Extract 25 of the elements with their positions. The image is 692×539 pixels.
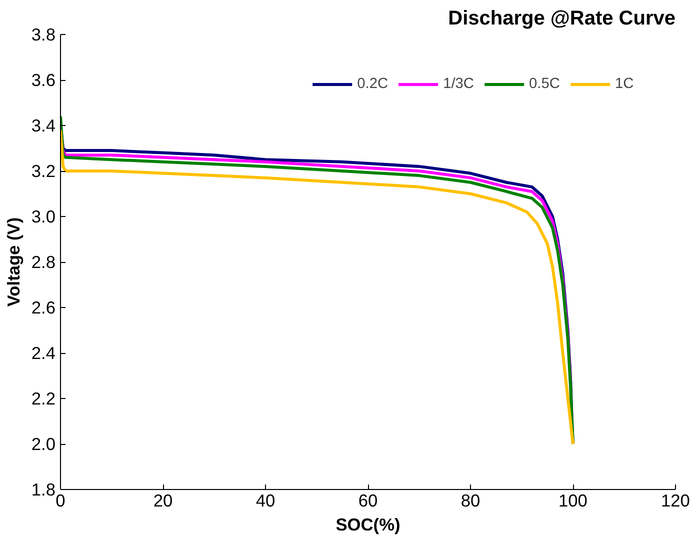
y-tick-label: 3.8 (31, 24, 56, 44)
legend-label: 1C (615, 76, 635, 92)
legend-label: 1/3C (443, 76, 474, 92)
x-tick-label: 20 (153, 490, 173, 510)
x-axis-title: SOC(%) (336, 514, 400, 534)
y-tick-label: 3.6 (31, 70, 56, 90)
y-tick-label: 2.6 (31, 298, 56, 318)
x-tick-label: 80 (460, 490, 480, 510)
y-tick-label: 2.8 (31, 252, 56, 272)
y-tick-label: 2.2 (31, 388, 56, 408)
y-axis-title: Voltage (V) (3, 217, 24, 307)
x-tick-label: 0 (56, 490, 66, 510)
y-tick-label: 2.0 (31, 434, 56, 454)
y-tick-label: 3.2 (31, 161, 56, 181)
x-tick-label: 60 (358, 490, 378, 510)
x-tick-label: 40 (256, 490, 276, 510)
y-tick-label: 3.0 (31, 206, 56, 226)
y-tick-label: 1.8 (31, 480, 56, 500)
y-tick-label: 3.4 (31, 116, 56, 136)
x-tick-label: 100 (558, 490, 588, 510)
chart-title: Discharge @Rate Curve (448, 8, 676, 30)
x-tick-label: 120 (661, 490, 690, 510)
legend-label: 0.2C (357, 76, 388, 92)
legend-label: 0.5C (529, 76, 560, 92)
y-tick-label: 2.4 (31, 343, 56, 363)
